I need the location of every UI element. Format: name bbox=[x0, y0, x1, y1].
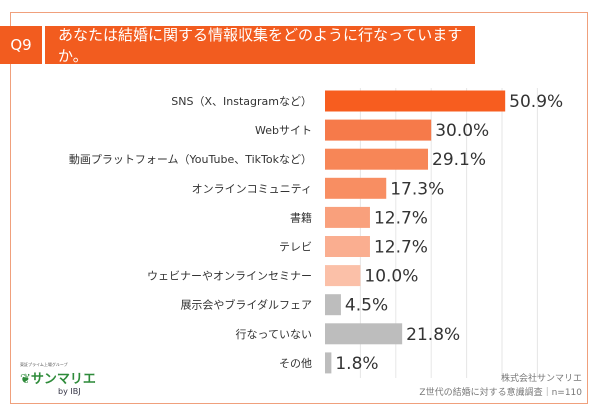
bar bbox=[325, 206, 370, 228]
bar bbox=[325, 323, 403, 345]
leaf-icon: ❦ bbox=[20, 372, 31, 387]
logo: 東証プライム上場グループ ❦サンマリエ by IBJ bbox=[20, 362, 100, 396]
bar bbox=[325, 236, 370, 257]
bar bbox=[325, 148, 429, 170]
question-title: あなたは結婚に関する情報収集をどのように行なっていますか。 bbox=[45, 26, 475, 65]
bar bbox=[325, 119, 432, 141]
category-label: Webサイト bbox=[255, 124, 312, 137]
logo-by: by IBJ bbox=[58, 387, 81, 396]
bar bbox=[325, 90, 506, 112]
bar bbox=[325, 352, 332, 374]
category-label: 行なっていない bbox=[236, 328, 312, 341]
category-label: オンラインコミュニティ bbox=[192, 182, 312, 195]
value-label: 17.3% bbox=[390, 179, 444, 199]
credit-survey: Z世代の結婚に対する意識調査｜n=110 bbox=[419, 388, 582, 398]
value-label: 21.8% bbox=[406, 325, 460, 345]
value-label: 12.7% bbox=[374, 238, 428, 258]
question-number: Q9 bbox=[0, 26, 42, 64]
category-label: ウェビナーやオンラインセミナー bbox=[147, 270, 312, 283]
credit: 株式会社サンマリエ Z世代の結婚に対する意識調査｜n=110 bbox=[419, 372, 582, 400]
bar bbox=[325, 294, 341, 316]
value-label: 50.9% bbox=[509, 92, 563, 112]
value-label: 29.1% bbox=[432, 150, 486, 170]
category-label: 書籍 bbox=[290, 210, 312, 224]
category-label: 展示会やブライダルフェア bbox=[180, 298, 312, 312]
category-label: テレビ bbox=[279, 241, 312, 254]
bar bbox=[325, 265, 361, 287]
credit-company: 株式会社サンマリエ bbox=[500, 374, 582, 384]
bar bbox=[325, 177, 387, 199]
value-label: 12.7% bbox=[374, 208, 428, 228]
chart-frame bbox=[10, 12, 588, 404]
category-label: その他 bbox=[279, 357, 312, 370]
category-label: SNS（X、Instagramなど） bbox=[171, 95, 312, 108]
value-label: 10.0% bbox=[364, 267, 418, 287]
value-label: 4.5% bbox=[345, 296, 388, 316]
value-label: 30.0% bbox=[435, 121, 489, 141]
value-label: 1.8% bbox=[335, 354, 378, 374]
logo-subtitle: 東証プライム上場グループ bbox=[20, 362, 68, 367]
category-label: 動画プラットフォーム（YouTube、TikTokなど） bbox=[69, 152, 312, 166]
logo-name: ❦サンマリエ bbox=[20, 372, 96, 387]
